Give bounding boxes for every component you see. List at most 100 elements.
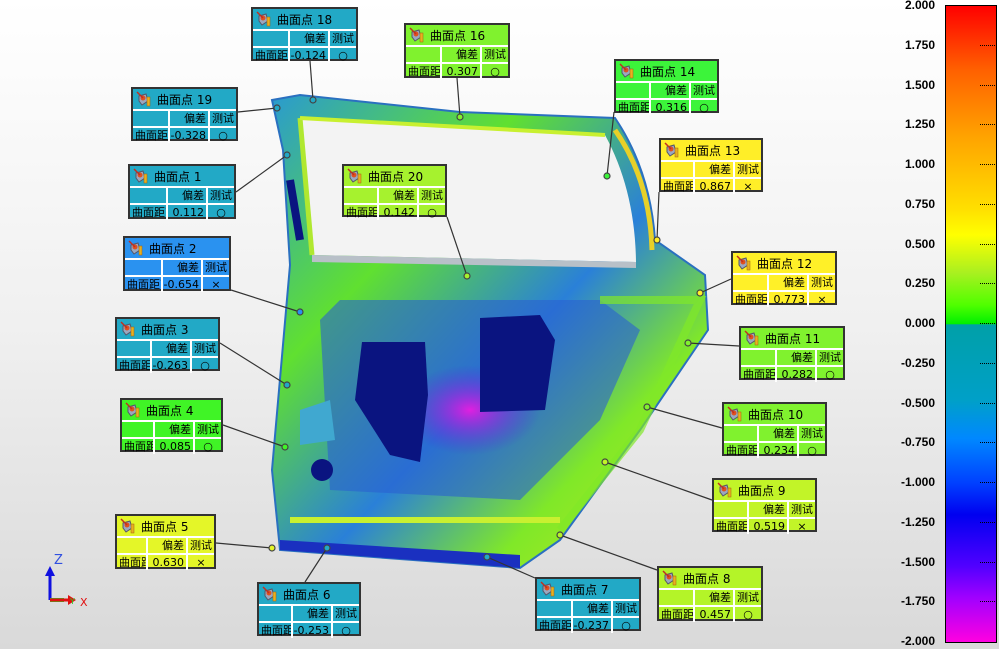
axis-y-label: Y: [69, 597, 75, 606]
surface-point-icon: [736, 255, 752, 271]
surface-point-marker[interactable]: [601, 458, 609, 466]
color-scale-label: -1.500: [900, 554, 935, 569]
deviation-header: 偏差: [442, 47, 482, 62]
surface-point-marker[interactable]: [283, 381, 291, 389]
deviation-value: 0.867: [695, 179, 735, 194]
surface-point-marker[interactable]: [323, 544, 331, 552]
surface-point-marker[interactable]: [281, 443, 289, 451]
color-scale-label: -1.750: [900, 594, 935, 609]
test-header: 测试: [421, 189, 443, 202]
surface-point-marker[interactable]: [643, 403, 651, 411]
test-header: 测试: [332, 32, 354, 45]
car-door-model: [270, 93, 710, 570]
surface-point-marker[interactable]: [603, 172, 611, 180]
deviation-header: 偏差: [170, 111, 210, 126]
test-header: 测试: [197, 423, 219, 436]
color-scale-label: -0.250: [900, 355, 935, 370]
surface-point-icon: [125, 402, 141, 418]
deviation-header: 偏差: [290, 31, 330, 46]
fail-icon: ×: [211, 278, 221, 291]
surface-point-marker[interactable]: [463, 272, 471, 280]
leader-line: [446, 216, 468, 277]
surface-point-icon: [662, 570, 678, 586]
callout-title: 曲面点 3: [141, 322, 189, 337]
color-scale-tick: [980, 164, 995, 165]
callout-title: 曲面点 4: [146, 403, 194, 418]
surface-point-marker[interactable]: [283, 151, 291, 159]
surface-point-icon: [128, 240, 144, 256]
deviation-header: 偏差: [573, 601, 613, 616]
surface-point-icon: [717, 482, 733, 498]
color-scale-label: 1.750: [904, 37, 935, 52]
surface-point-marker[interactable]: [456, 113, 464, 121]
test-header: 测试: [190, 539, 212, 552]
surface-distance-label: 曲面距离: [661, 607, 695, 622]
test-header: 测试: [194, 342, 216, 355]
leader-line: [222, 424, 286, 448]
color-scale-label: 0.500: [904, 236, 935, 251]
deviation-header: 偏差: [695, 590, 735, 605]
deviation-header: 偏差: [155, 422, 195, 437]
test-header: 测试: [819, 351, 841, 364]
deviation-value: -0.253: [293, 623, 333, 638]
surface-point-marker[interactable]: [696, 289, 704, 297]
surface-point-marker[interactable]: [268, 544, 276, 552]
color-scale-tick: [980, 601, 995, 603]
leader-line: [215, 542, 273, 549]
fail-icon: ×: [797, 520, 807, 533]
surface-point-marker[interactable]: [309, 96, 317, 104]
color-scale-tick: [980, 402, 995, 404]
callout-title: 曲面点 5: [141, 519, 189, 534]
surface-point-marker[interactable]: [653, 236, 661, 244]
deviation-value: 0.307: [442, 64, 482, 79]
callout-title: 曲面点 9: [738, 483, 786, 498]
pass-icon: ○: [341, 624, 351, 637]
color-scale-tick: [980, 243, 995, 245]
leader-line: [656, 191, 660, 241]
surface-point-marker[interactable]: [483, 553, 491, 561]
leader-line: [486, 556, 536, 579]
leader-line: [304, 547, 328, 583]
surface-point-marker[interactable]: [296, 308, 304, 316]
leader-line: [237, 107, 278, 113]
deviation-header: 偏差: [777, 350, 817, 365]
surface-point-marker[interactable]: [556, 531, 564, 539]
leader-line: [699, 278, 732, 294]
surface-distance-label: 曲面距离: [408, 64, 442, 79]
leader-line: [309, 60, 314, 101]
fail-icon: ×: [196, 556, 206, 569]
surface-point-icon: [744, 330, 760, 346]
callout-title: 曲面点 7: [561, 582, 609, 597]
axis-triad: Z Y X: [45, 553, 88, 608]
surface-distance-label: 曲面距离: [743, 367, 777, 382]
callout-title: 曲面点 20: [368, 169, 424, 184]
surface-point-marker[interactable]: [273, 104, 281, 112]
callout-title: 曲面点 18: [277, 12, 333, 27]
surface-distance-label: 曲面距离: [125, 277, 163, 292]
surface-point-icon: [727, 406, 743, 422]
deviation-value: 0.630: [148, 555, 188, 570]
pass-icon: ○: [699, 101, 709, 114]
callout-title: 曲面点 10: [748, 407, 804, 422]
surface-point-marker[interactable]: [684, 339, 692, 347]
surface-distance-label: 曲面距离: [255, 48, 290, 63]
pass-icon: ○: [200, 359, 210, 372]
